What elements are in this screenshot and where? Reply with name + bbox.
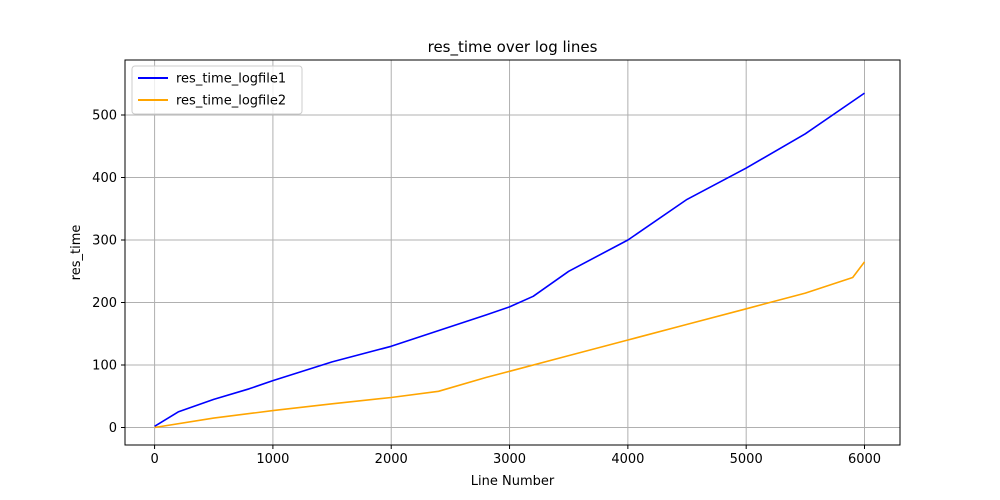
y-tick-label: 300 bbox=[92, 234, 117, 249]
series-line-2 bbox=[154, 261, 866, 429]
y-tick-label: 500 bbox=[92, 109, 117, 124]
y-tick-label: 400 bbox=[92, 171, 117, 186]
x-tick-label: 5000 bbox=[730, 452, 763, 467]
y-tick-label: 0 bbox=[109, 421, 117, 436]
chart-title: res_time over log lines bbox=[428, 38, 598, 57]
x-tick-label: 2000 bbox=[375, 452, 408, 467]
series-layer bbox=[154, 92, 866, 429]
x-axis-label: Line Number bbox=[471, 474, 555, 489]
axes-frame bbox=[124, 59, 901, 446]
y-tick-label: 100 bbox=[92, 359, 117, 374]
x-tick-label: 0 bbox=[150, 452, 158, 467]
x-tick-label: 1000 bbox=[256, 452, 289, 467]
ticks: 0 1000 2000 3000 4000 5000 6000 0 100 200 300 400 50… bbox=[92, 109, 881, 468]
legend-label-logfile1: res_time_logfile1 bbox=[176, 72, 286, 87]
x-tick-label: 6000 bbox=[848, 452, 881, 467]
y-axis-label: res_time bbox=[69, 225, 84, 281]
legend: res_time_logfile1 res_time_logfile2 bbox=[131, 65, 303, 115]
x-tick-label: 4000 bbox=[611, 452, 644, 467]
y-tick-label: 200 bbox=[92, 296, 117, 311]
series-line-1 bbox=[154, 92, 865, 427]
x-tick-label: 3000 bbox=[493, 452, 526, 467]
legend-label-logfile2: res_time_logfile2 bbox=[176, 94, 286, 109]
legend-box bbox=[131, 65, 303, 115]
